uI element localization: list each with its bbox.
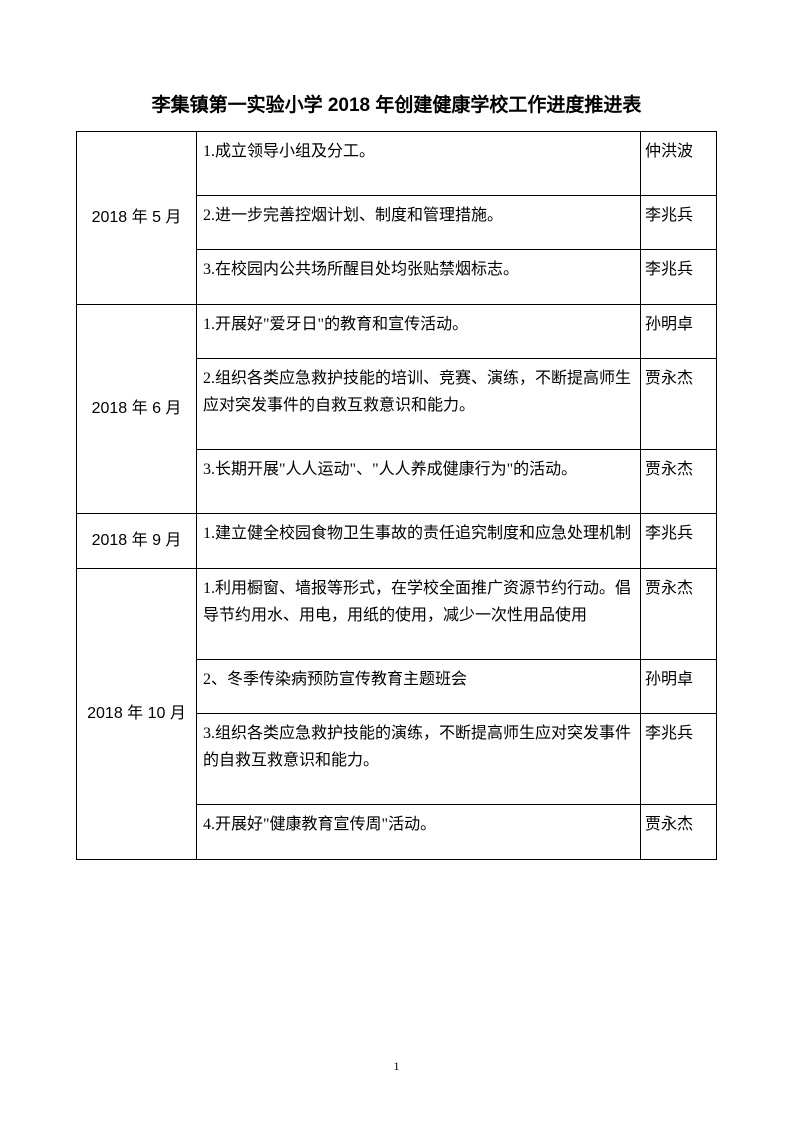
task-cell: 1.开展好"爱牙日"的教育和宣传活动。 — [197, 304, 641, 358]
task-cell: 3.长期开展"人人运动"、"人人养成健康行为"的活动。 — [197, 450, 641, 514]
task-cell: 3.在校园内公共场所醒目处均张贴禁烟标志。 — [197, 250, 641, 304]
progress-table: 2018 年 5 月 1.成立领导小组及分工。 仲洪波 2.进一步完善控烟计划、… — [76, 131, 717, 860]
person-cell: 李兆兵 — [641, 196, 717, 250]
person-cell: 贾永杰 — [641, 568, 717, 659]
task-cell: 3.组织各类应急救护技能的演练，不断提高师生应对突发事件的自救互救意识和能力。 — [197, 714, 641, 805]
month-cell: 2018 年 5 月 — [77, 132, 197, 305]
table-row: 2018 年 5 月 1.成立领导小组及分工。 仲洪波 — [77, 132, 717, 196]
person-cell: 贾永杰 — [641, 358, 717, 449]
table-row: 2018 年 9 月 1.建立健全校园食物卫生事故的责任追究制度和应急处理机制 … — [77, 514, 717, 568]
person-cell: 孙明卓 — [641, 304, 717, 358]
task-cell: 1.利用橱窗、墙报等形式，在学校全面推广资源节约行动。倡导节约用水、用电，用纸的… — [197, 568, 641, 659]
month-cell: 2018 年 9 月 — [77, 514, 197, 568]
task-cell: 1.成立领导小组及分工。 — [197, 132, 641, 196]
table-row: 2018 年 6 月 1.开展好"爱牙日"的教育和宣传活动。 孙明卓 — [77, 304, 717, 358]
task-cell: 2.组织各类应急救护技能的培训、竞赛、演练，不断提高师生应对突发事件的自救互救意… — [197, 358, 641, 449]
page-number: 1 — [0, 1059, 793, 1074]
person-cell: 孙明卓 — [641, 659, 717, 713]
month-cell: 2018 年 10 月 — [77, 568, 197, 859]
task-cell: 1.建立健全校园食物卫生事故的责任追究制度和应急处理机制 — [197, 514, 641, 568]
person-cell: 李兆兵 — [641, 250, 717, 304]
task-cell: 2、冬季传染病预防宣传教育主题班会 — [197, 659, 641, 713]
month-cell: 2018 年 6 月 — [77, 304, 197, 514]
person-cell: 贾永杰 — [641, 805, 717, 859]
task-cell: 4.开展好"健康教育宣传周"活动。 — [197, 805, 641, 859]
table-row: 2018 年 10 月 1.利用橱窗、墙报等形式，在学校全面推广资源节约行动。倡… — [77, 568, 717, 659]
person-cell: 李兆兵 — [641, 714, 717, 805]
person-cell: 李兆兵 — [641, 514, 717, 568]
person-cell: 贾永杰 — [641, 450, 717, 514]
person-cell: 仲洪波 — [641, 132, 717, 196]
task-cell: 2.进一步完善控烟计划、制度和管理措施。 — [197, 196, 641, 250]
document-title: 李集镇第一实验小学 2018 年创建健康学校工作进度推进表 — [76, 90, 717, 117]
